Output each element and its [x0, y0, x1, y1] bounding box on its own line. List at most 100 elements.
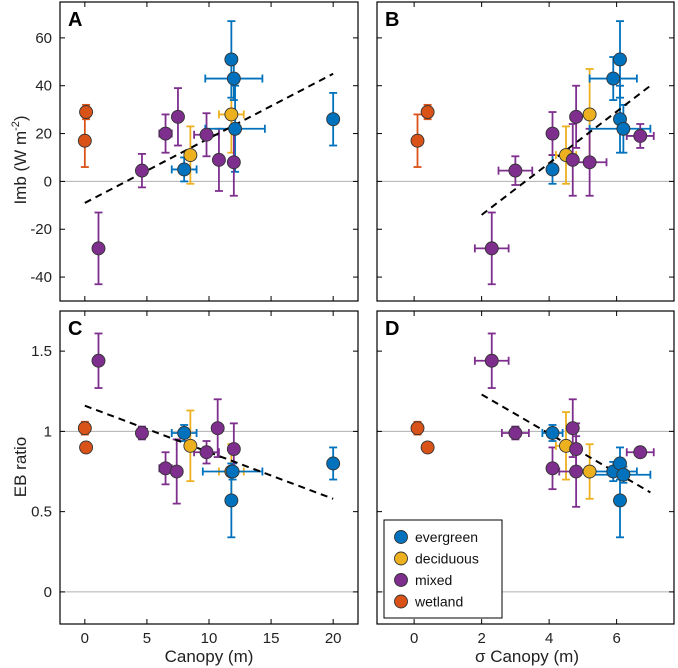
x-tick-label: 0 — [410, 630, 418, 647]
legend-marker-mixed — [394, 573, 408, 587]
y-tick-label: 0.5 — [31, 504, 52, 521]
data-point-evergreen — [228, 121, 243, 136]
data-point-evergreen — [616, 121, 631, 136]
data-point-mixed — [199, 445, 214, 460]
data-point-evergreen — [177, 162, 192, 177]
data-point-mixed — [633, 445, 648, 460]
panel-C: 0 5 10 15 20 0 0.5 1 1.5 C — [31, 310, 359, 647]
data-point-wetland — [77, 421, 92, 436]
x-tick-label: 6 — [612, 630, 620, 647]
data-point-evergreen — [224, 493, 239, 508]
legend: evergreen deciduous mixed wetland — [383, 519, 503, 619]
legend-label-mixed: mixed — [415, 572, 452, 588]
data-point-mixed — [633, 129, 648, 143]
data-point-evergreen — [326, 456, 341, 471]
x-tick-label: 2 — [477, 630, 485, 647]
data-point-mixed — [565, 152, 580, 167]
data-point-wetland — [420, 105, 435, 119]
legend-marker-deciduous — [394, 551, 408, 566]
data-point-mixed — [484, 353, 499, 368]
data-point-evergreen — [545, 426, 560, 440]
panel-letter: D — [385, 318, 399, 340]
data-point-evergreen — [616, 467, 631, 482]
data-point-wetland — [420, 440, 435, 455]
data-point-mixed — [582, 155, 597, 170]
data-point-mixed — [545, 126, 560, 141]
x-tick-label: 4 — [545, 630, 553, 647]
data-point-evergreen — [226, 71, 241, 86]
data-point-evergreen — [225, 464, 240, 479]
data-point-evergreen — [545, 162, 560, 177]
x-tick-label: 0 — [81, 630, 89, 647]
axes-frame — [59, 1, 359, 302]
y-axis-label-eb-ratio: EB ratio — [11, 437, 30, 497]
panel-letter: B — [385, 9, 399, 31]
axes-frame — [376, 310, 675, 625]
x-tick-label: 10 — [201, 630, 218, 647]
y-tick-label: 20 — [35, 126, 52, 143]
data-point-mixed — [210, 421, 225, 436]
y-axis-label-imbalance: Imb (W m-2) — [10, 115, 30, 204]
data-point-wetland — [410, 133, 425, 148]
data-point-mixed — [226, 442, 241, 456]
data-point-mixed — [134, 426, 149, 440]
data-point-mixed — [199, 127, 214, 142]
legend-marker-wetland — [394, 594, 408, 609]
data-point-evergreen — [606, 71, 621, 86]
y-tick-label: 0 — [44, 584, 52, 601]
data-point-evergreen — [224, 52, 239, 67]
data-point-mixed — [211, 152, 226, 167]
data-point-mixed — [484, 241, 499, 256]
y-tick-label: 60 — [35, 30, 52, 47]
panel-letter: A — [68, 9, 82, 31]
y-tick-label: -20 — [30, 221, 52, 238]
data-point-mixed — [226, 155, 241, 170]
data-point-mixed — [171, 109, 185, 124]
data-point-mixed — [134, 163, 149, 178]
y-tick-label: 0 — [44, 173, 52, 190]
y-tick-label: 40 — [35, 78, 52, 95]
data-point-mixed — [508, 426, 523, 440]
legend-label-evergreen: evergreen — [415, 529, 478, 545]
data-point-wetland — [79, 440, 94, 455]
data-point-mixed — [569, 109, 584, 124]
data-point-mixed — [158, 126, 173, 141]
x-tick-label: 20 — [325, 630, 342, 647]
x-axis-label-sigma-canopy: σ Canopy (m) — [475, 647, 579, 666]
data-point-mixed — [569, 442, 584, 456]
data-point-mixed — [508, 163, 523, 178]
panel-A: -40 -20 0 20 40 60 A — [30, 1, 359, 302]
panel-B: B — [376, 1, 675, 302]
data-point-evergreen — [177, 426, 192, 440]
regression-fit-line — [84, 72, 334, 204]
x-tick-label: 5 — [143, 630, 151, 647]
data-point-deciduous — [224, 107, 239, 122]
data-point-mixed — [565, 421, 580, 436]
legend-marker-evergreen — [394, 530, 408, 544]
data-point-mixed — [545, 461, 560, 476]
panel-letter: C — [68, 318, 82, 340]
data-point-mixed — [91, 241, 106, 256]
data-point-deciduous — [582, 107, 597, 122]
data-point-wetland — [79, 105, 94, 119]
x-tick-label: 15 — [263, 630, 280, 647]
data-point-evergreen — [613, 493, 627, 508]
data-point-deciduous — [183, 148, 198, 163]
x-axis-label-canopy: Canopy (m) — [165, 647, 254, 666]
axes-frame — [376, 1, 675, 302]
data-point-deciduous — [582, 464, 597, 479]
data-point-mixed — [169, 464, 184, 479]
data-point-deciduous — [183, 438, 198, 453]
data-point-mixed — [569, 464, 584, 479]
y-tick-label: 1.5 — [31, 343, 52, 360]
y-tick-label: -40 — [30, 269, 52, 286]
legend-label-wetland: wetland — [414, 594, 463, 610]
data-point-evergreen — [326, 112, 341, 127]
data-point-mixed — [91, 353, 106, 368]
y-tick-label: 1 — [44, 423, 52, 440]
data-point-wetland — [77, 133, 92, 148]
legend-label-deciduous: deciduous — [415, 551, 479, 567]
data-point-evergreen — [613, 52, 627, 67]
data-point-wetland — [410, 421, 425, 436]
